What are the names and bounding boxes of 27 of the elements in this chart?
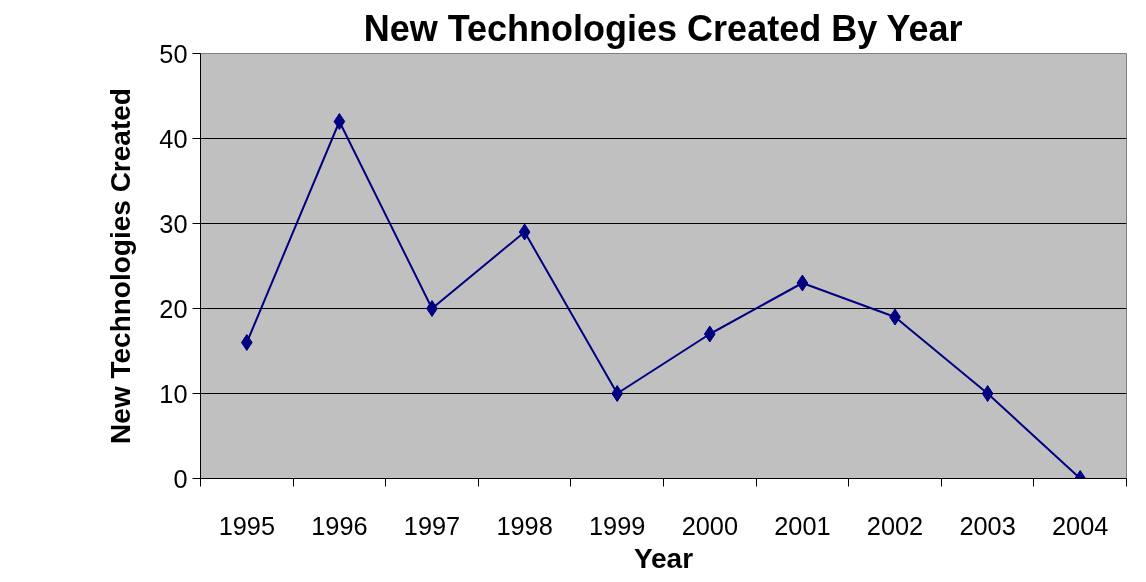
y-tick-label: 20 xyxy=(159,294,188,323)
point xyxy=(796,274,809,292)
x-tick-label: 2000 xyxy=(681,511,738,540)
x-tick-label: 2003 xyxy=(959,511,1016,540)
point xyxy=(611,385,624,402)
y-tick-label: 50 xyxy=(159,39,188,68)
x-tick-label: 2004 xyxy=(1052,511,1109,540)
point xyxy=(518,223,531,241)
x-tick-label: 1996 xyxy=(311,511,368,540)
x-tick-label: 1995 xyxy=(218,511,275,540)
chart-title: New Technologies Created By Year xyxy=(363,7,963,49)
x-tick-label: 1997 xyxy=(403,511,461,540)
point xyxy=(426,300,438,317)
x-tick-label: 1999 xyxy=(589,511,646,540)
x-axis-title: Year xyxy=(633,542,694,574)
point xyxy=(240,334,253,351)
point xyxy=(703,325,716,343)
y-tick-label: 0 xyxy=(173,464,188,493)
y-tick-label: 40 xyxy=(159,124,188,153)
point xyxy=(333,113,346,130)
x-tick-label: 2001 xyxy=(774,511,831,540)
y-axis-title: New Technologies Created xyxy=(105,88,137,444)
x-tick-label: 2002 xyxy=(866,511,924,540)
y-tick-label: 10 xyxy=(159,379,188,408)
point xyxy=(981,385,994,402)
x-tick-label: 1998 xyxy=(496,511,553,540)
y-tick-label: 30 xyxy=(159,209,188,238)
